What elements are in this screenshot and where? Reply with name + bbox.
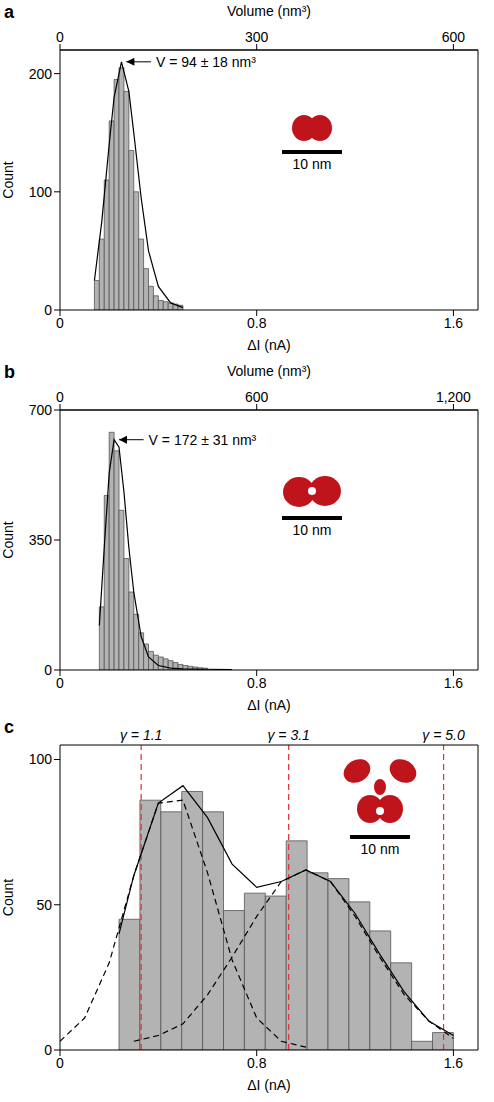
svg-text:1.6: 1.6 [444,315,464,331]
svg-text:100: 100 [29,184,53,200]
svg-text:ΔI (nA): ΔI (nA) [247,1077,291,1093]
svg-text:600: 600 [442,29,466,45]
svg-text:V = 172 ± 31 nm³: V = 172 ± 31 nm³ [149,432,257,448]
svg-text:Count: Count [0,521,16,558]
svg-text:0.8: 0.8 [247,315,267,331]
svg-text:50: 50 [36,897,52,913]
html-text:10 nm: 10 nm [360,841,400,857]
svg-text:γ = 5.0: γ = 5.0 [422,727,465,743]
html-text:b: b [4,362,15,382]
svg-text:200: 200 [29,66,53,82]
svg-text:0: 0 [56,29,64,45]
svg-text:0.8: 0.8 [247,675,267,691]
svg-text:600: 600 [245,389,269,405]
svg-text:0: 0 [56,315,64,331]
svg-text:0: 0 [56,675,64,691]
svg-text:Count: Count [0,161,16,198]
html-text:a: a [4,2,14,22]
html-text:10 nm: 10 nm [292,522,332,538]
svg-text:0: 0 [44,662,52,678]
svg-text:Volume (nm³): Volume (nm³) [227,3,311,19]
svg-text:Volume (nm³): Volume (nm³) [227,363,311,379]
svg-text:V = 94 ± 18 nm³: V = 94 ± 18 nm³ [156,54,256,70]
svg-text:ΔI (nA): ΔI (nA) [247,697,291,713]
svg-text:γ = 1.1: γ = 1.1 [120,727,162,743]
svg-text:0.8: 0.8 [247,1055,267,1071]
svg-text:1,200: 1,200 [436,389,471,405]
svg-text:350: 350 [29,532,53,548]
html-text:c: c [4,717,14,737]
svg-text:0: 0 [44,1042,52,1058]
svg-text:700: 700 [29,402,53,418]
svg-text:100: 100 [29,751,53,767]
svg-text:0: 0 [56,1055,64,1071]
svg-text:300: 300 [245,29,269,45]
svg-text:1.6: 1.6 [444,675,464,691]
svg-text:γ = 3.1: γ = 3.1 [267,727,309,743]
svg-text:0: 0 [44,302,52,318]
html-text:10 nm: 10 nm [292,156,332,172]
svg-text:1.6: 1.6 [444,1055,464,1071]
svg-text:0: 0 [56,389,64,405]
svg-text:ΔI (nA): ΔI (nA) [247,337,291,353]
svg-text:Count: Count [0,879,16,916]
